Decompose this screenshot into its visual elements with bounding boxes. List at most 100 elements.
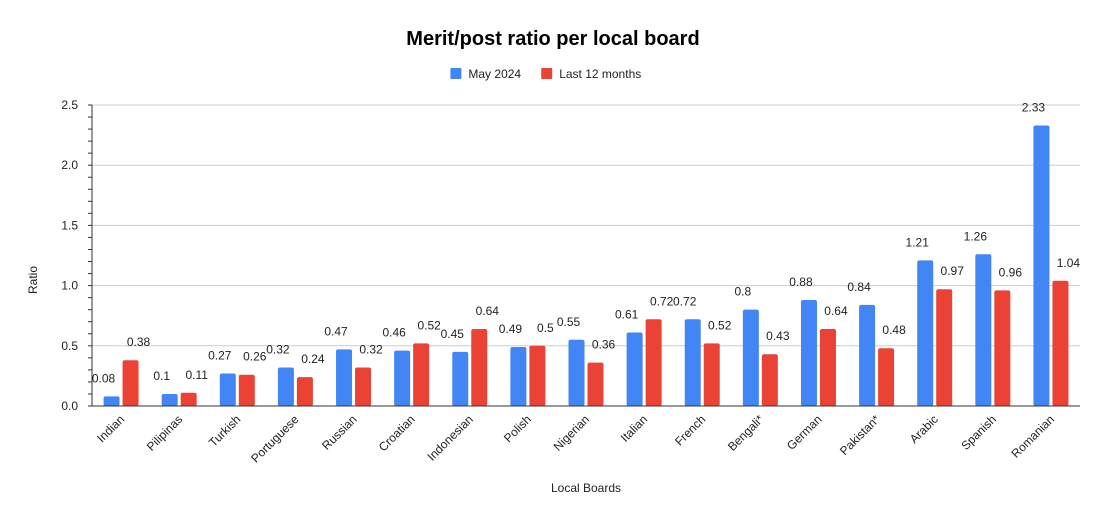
y-tick-label: 2.5 bbox=[61, 98, 78, 112]
bar bbox=[645, 319, 662, 406]
bar bbox=[238, 374, 255, 406]
bar bbox=[180, 392, 197, 406]
data-label: 0.8 bbox=[735, 285, 752, 299]
bar bbox=[277, 367, 294, 406]
data-label: 0.46 bbox=[382, 326, 406, 340]
bar bbox=[703, 343, 720, 406]
data-label: 1.21 bbox=[906, 235, 930, 249]
bar bbox=[626, 332, 643, 406]
data-label: 0.72 bbox=[650, 294, 674, 308]
y-tick-label: 0.5 bbox=[61, 339, 78, 353]
y-tick-label: 1.0 bbox=[61, 279, 78, 293]
data-label: 0.32 bbox=[359, 342, 383, 356]
x-axis-label: Local Boards bbox=[551, 481, 621, 495]
data-label: 0.47 bbox=[324, 324, 348, 338]
bar bbox=[936, 289, 953, 406]
data-label: 1.26 bbox=[964, 229, 988, 243]
data-label: 0.45 bbox=[441, 327, 465, 341]
x-tick-label: Croatian bbox=[376, 412, 418, 454]
y-axis-label: Ratio bbox=[26, 266, 40, 294]
bar bbox=[587, 362, 604, 406]
legend: May 2024 Last 12 months bbox=[450, 67, 641, 81]
bar bbox=[800, 300, 817, 406]
legend-swatch bbox=[541, 68, 553, 79]
x-tick-label: Pilipinas bbox=[144, 412, 186, 454]
bar bbox=[819, 328, 836, 406]
y-tick-label: 2.0 bbox=[61, 158, 78, 172]
data-label: 0.24 bbox=[301, 352, 325, 366]
x-tick-label: French bbox=[672, 412, 708, 448]
legend-label: May 2024 bbox=[468, 67, 521, 81]
bar bbox=[529, 345, 546, 406]
bar bbox=[684, 319, 701, 406]
bar bbox=[761, 354, 778, 406]
data-label: 0.26 bbox=[243, 350, 267, 364]
data-label: 1.04 bbox=[1057, 256, 1081, 270]
y-tick-label: 0.0 bbox=[61, 399, 78, 413]
bar bbox=[413, 343, 430, 406]
x-tick-label: Turkish bbox=[206, 412, 243, 449]
y-axis: 0.0 0.5 1.0 1.5 2.0 2.5 bbox=[61, 98, 93, 413]
bar bbox=[296, 377, 313, 406]
data-label: 0.96 bbox=[999, 265, 1023, 279]
bar bbox=[568, 339, 585, 406]
data-label: 0.64 bbox=[476, 304, 500, 318]
data-label: 0.61 bbox=[615, 308, 639, 322]
bar bbox=[742, 309, 759, 406]
bar bbox=[975, 254, 992, 406]
x-tick-label: Spanish bbox=[958, 412, 999, 453]
data-label: 0.43 bbox=[766, 329, 790, 343]
data-label: 0.49 bbox=[499, 322, 523, 336]
data-label: 0.36 bbox=[592, 338, 616, 352]
data-label: 0.52 bbox=[417, 318, 441, 332]
x-tick-label: German bbox=[784, 412, 825, 453]
bar bbox=[355, 367, 372, 406]
data-label: 2.33 bbox=[1022, 100, 1046, 114]
data-label: 0.84 bbox=[847, 280, 871, 294]
x-tick-label: Indonesian bbox=[424, 412, 475, 463]
data-label: 0.48 bbox=[882, 323, 906, 337]
x-tick-label: Portuguese bbox=[248, 412, 302, 466]
data-label: 0.72 bbox=[673, 294, 697, 308]
x-tick-label: Bengali* bbox=[725, 412, 767, 454]
bar bbox=[859, 304, 876, 406]
bar bbox=[122, 360, 139, 406]
x-tick-label: Arabic bbox=[907, 412, 941, 446]
data-label: 0.97 bbox=[941, 264, 965, 278]
data-label: 0.55 bbox=[557, 315, 581, 329]
x-tick-label: Polish bbox=[501, 412, 534, 445]
bar bbox=[336, 349, 353, 406]
bar bbox=[452, 351, 469, 406]
data-label: 0.11 bbox=[185, 368, 208, 382]
chart-title: Merit/post ratio per local board bbox=[406, 28, 699, 50]
bar bbox=[1052, 280, 1069, 406]
legend-swatch bbox=[450, 68, 462, 79]
bar bbox=[510, 347, 527, 406]
x-axis: Indian Pilipinas Turkish Portuguese Russian C… bbox=[92, 405, 1080, 466]
data-label: 0.64 bbox=[824, 304, 848, 318]
bar bbox=[994, 290, 1011, 406]
data-label: 0.1 bbox=[153, 369, 170, 383]
x-tick-label: Russian bbox=[319, 412, 360, 453]
bar bbox=[1033, 125, 1050, 406]
data-label: 0.27 bbox=[208, 348, 232, 362]
data-label: 0.88 bbox=[789, 275, 813, 289]
bar bbox=[394, 350, 411, 406]
y-tick-label: 1.5 bbox=[61, 218, 78, 232]
x-tick-label: Italian bbox=[618, 412, 651, 445]
data-label: 0.5 bbox=[537, 321, 554, 335]
bar bbox=[219, 373, 236, 406]
x-tick-label: Indian bbox=[94, 412, 127, 445]
bars: 0.080.380.1 0.110.27 0.260.320.240.470.320… bbox=[92, 100, 1081, 406]
x-tick-label: Romanian bbox=[1008, 412, 1057, 461]
x-tick-label: Pakistan* bbox=[837, 412, 883, 458]
bar bbox=[878, 348, 895, 406]
legend-label: Last 12 months bbox=[559, 67, 641, 81]
bar bbox=[471, 328, 488, 406]
data-label: 0.52 bbox=[708, 318, 732, 332]
gridlines bbox=[92, 104, 1080, 347]
data-label: 0.38 bbox=[127, 335, 151, 349]
bar bbox=[917, 260, 934, 406]
data-label: 0.32 bbox=[266, 342, 290, 356]
